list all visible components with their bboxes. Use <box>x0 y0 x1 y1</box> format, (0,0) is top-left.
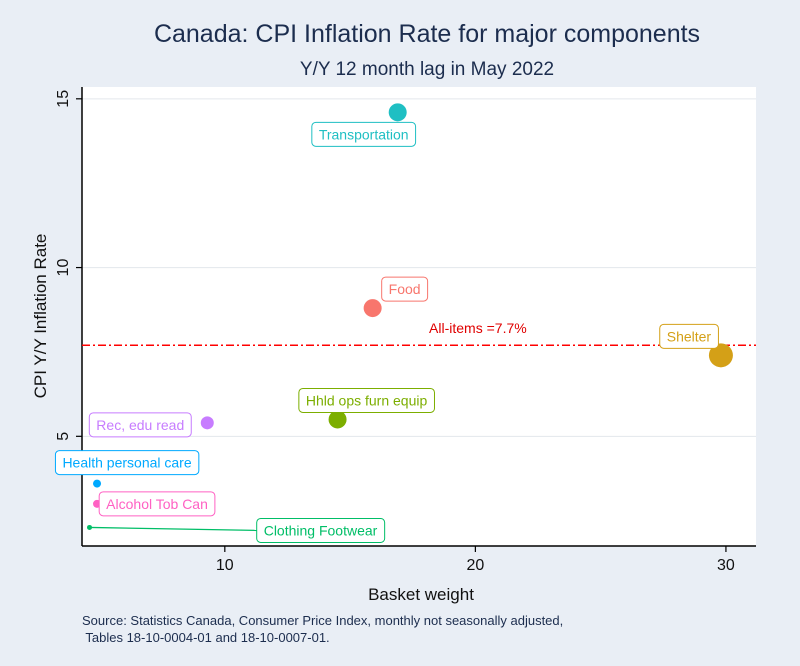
label-text: Clothing Footwear <box>264 522 378 538</box>
label-text: Alcohol Tob Can <box>106 496 208 512</box>
x-axis-title: Basket weight <box>368 585 474 604</box>
label-box <box>659 323 719 349</box>
label-transportation: Transportation <box>311 121 417 147</box>
y-tick-label: 15 <box>55 90 72 108</box>
label-rec-edu-read: Rec, edu read <box>88 412 192 438</box>
x-tick-label: 10 <box>216 557 234 574</box>
label-text: Rec, edu read <box>96 417 184 433</box>
label-box <box>298 387 435 413</box>
point-transportation <box>388 103 407 122</box>
label-text: Transportation <box>319 126 409 142</box>
label-health-personal-care: Health personal care <box>54 450 200 476</box>
label-text: Health personal care <box>62 455 191 471</box>
point-rec-edu-read <box>200 416 214 430</box>
label-hhld-ops-furn-equip: Hhld ops furn equip <box>298 387 435 413</box>
points-layer <box>87 103 733 530</box>
all-items-annotation: All-items =7.7% <box>429 320 527 336</box>
point-hhld-ops-furn-equip <box>328 410 347 429</box>
source-note-line-1: Source: Statistics Canada, Consumer Pric… <box>82 613 563 628</box>
labels-layer: Transportation Food Shelter Hhld ops furn e… <box>54 121 719 543</box>
label-food: Food <box>381 276 429 302</box>
label-box <box>54 450 200 476</box>
label-clothing-footwear: Clothing Footwear <box>256 517 386 543</box>
label-box <box>311 121 417 147</box>
source-note-line-2: Tables 18-10-0004-01 and 18-10-0007-01. <box>82 630 330 645</box>
point-health-personal-care <box>93 479 102 488</box>
label-text: Hhld ops furn equip <box>306 392 428 408</box>
label-box <box>88 412 192 438</box>
y-tick-label: 5 <box>55 432 72 441</box>
label-text: Shelter <box>667 328 712 344</box>
reference-layer: All-items =7.7% <box>82 320 756 346</box>
chart-title: Canada: CPI Inflation Rate for major com… <box>154 20 700 48</box>
axis-ticks: 5 10 15 10 20 30 <box>55 90 735 574</box>
plot-background <box>82 87 756 546</box>
y-tick-label: 10 <box>55 259 72 277</box>
label-text: Food <box>389 281 421 297</box>
label-alcohol-tob-can: Alcohol Tob Can <box>98 491 216 517</box>
point-shelter <box>708 343 733 368</box>
x-tick-label: 20 <box>466 557 484 574</box>
chart-subtitle: Y/Y 12 month lag in May 2022 <box>300 59 554 80</box>
label-box <box>98 491 216 517</box>
label-box <box>381 276 429 302</box>
label-leader-line <box>89 526 259 532</box>
x-tick-label: 30 <box>717 557 735 574</box>
label-shelter: Shelter <box>659 323 719 349</box>
y-axis-title: CPI Y/Y Inflation Rate <box>31 234 50 399</box>
grid-lines <box>82 98 756 437</box>
label-box <box>256 517 386 543</box>
point-food <box>363 299 382 318</box>
